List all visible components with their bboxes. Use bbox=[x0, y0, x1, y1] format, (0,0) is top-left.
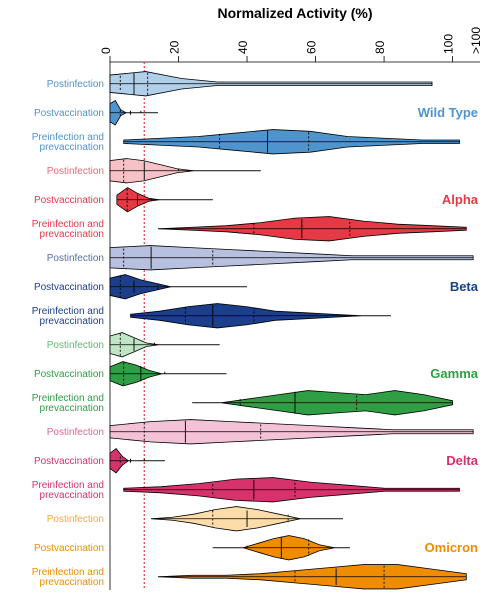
row-label: Postvaccination bbox=[34, 108, 104, 119]
row-label: Postvaccination bbox=[34, 456, 104, 467]
row-label: Preinfection andprevaccination bbox=[32, 306, 104, 327]
row-label: Preinfection andprevaccination bbox=[32, 480, 104, 501]
tick-label: 20 bbox=[168, 40, 182, 54]
variant-label: Delta bbox=[446, 453, 479, 468]
row-label: Postinfection bbox=[47, 79, 104, 90]
tick-label: 60 bbox=[305, 40, 319, 54]
variant-label: Beta bbox=[450, 279, 479, 294]
variant-label: Omicron bbox=[425, 540, 479, 555]
row-label: Postinfection bbox=[47, 253, 104, 264]
overflow-label: >100 bbox=[469, 27, 483, 54]
axis-title: Normalized Activity (%) bbox=[217, 5, 372, 21]
row-label: Postvaccination bbox=[34, 543, 104, 554]
variant-label: Gamma bbox=[430, 366, 478, 381]
row-label: Preinfection andprevaccination bbox=[32, 132, 104, 153]
violin-chart: Normalized Activity (%) 0 20 40 60 80 100 >100 P… bbox=[0, 0, 500, 602]
row-label: Postvaccination bbox=[34, 369, 104, 380]
tick-label: 0 bbox=[99, 47, 113, 54]
row-label: Preinfection andprevaccination bbox=[32, 567, 104, 588]
variant-label: Wild Type bbox=[418, 105, 478, 120]
row-label: Postvaccination bbox=[34, 195, 104, 206]
row-label: Postinfection bbox=[47, 427, 104, 438]
tick-label: 100 bbox=[442, 34, 456, 54]
row-label: Postinfection bbox=[47, 340, 104, 351]
tick-label: 80 bbox=[373, 40, 387, 54]
variant-label: Alpha bbox=[442, 192, 479, 207]
row-label: Preinfection andprevaccination bbox=[32, 219, 104, 240]
row-label: Postvaccination bbox=[34, 282, 104, 293]
tick-label: 40 bbox=[236, 40, 250, 54]
row-label: Postinfection bbox=[47, 514, 104, 525]
row-label: Postinfection bbox=[47, 166, 104, 177]
row-label: Preinfection andprevaccination bbox=[32, 393, 104, 414]
